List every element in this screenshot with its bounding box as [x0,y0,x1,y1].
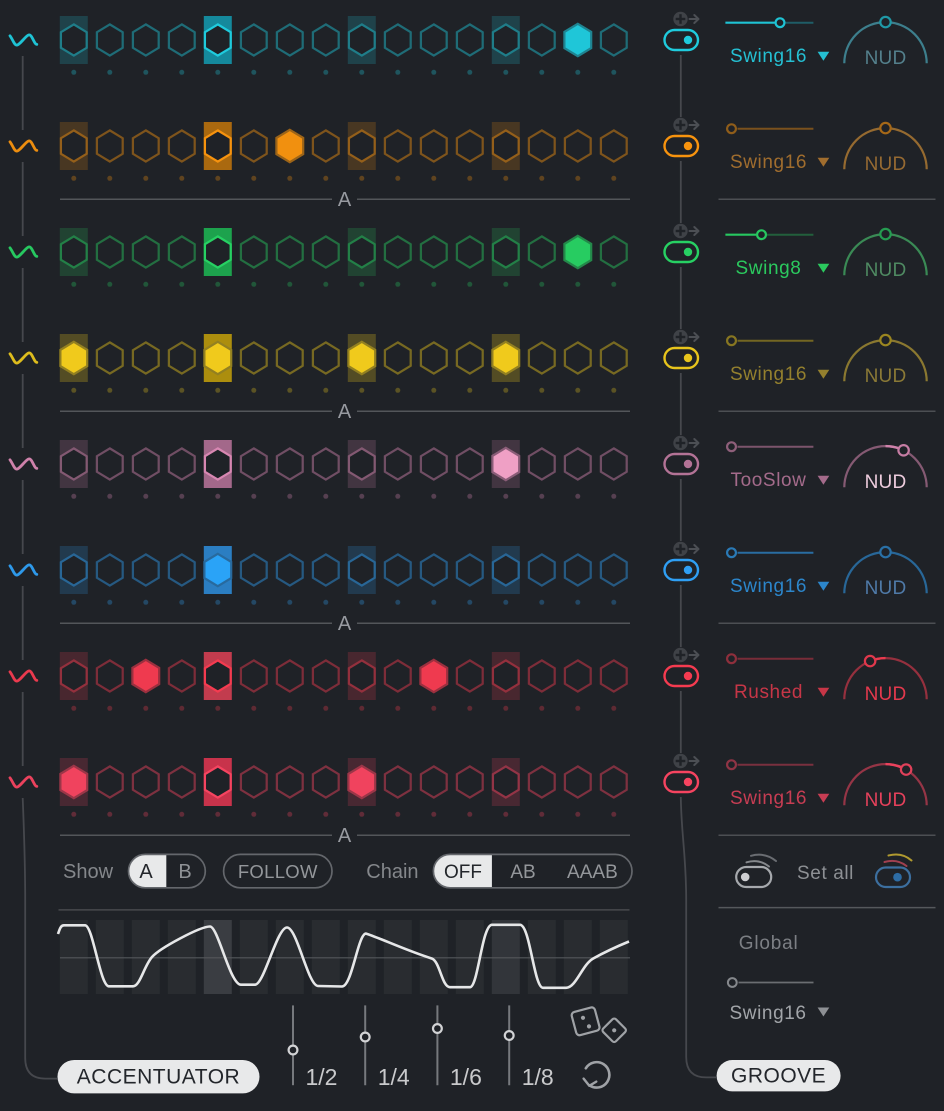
svg-text:NUD: NUD [865,684,907,705]
svg-text:AB: AB [510,862,535,883]
svg-text:NUD: NUD [865,154,907,175]
svg-text:GROOVE: GROOVE [731,1065,826,1088]
svg-text:FOLLOW: FOLLOW [238,861,318,882]
svg-text:Global: Global [739,933,799,954]
svg-text:NUD: NUD [865,48,907,69]
svg-text:NUD: NUD [865,790,907,811]
svg-text:Swing16: Swing16 [730,46,807,67]
svg-text:ACCENTUATOR: ACCENTUATOR [77,1066,240,1089]
svg-text:NUD: NUD [865,472,907,493]
svg-text:A: A [338,189,352,211]
svg-text:1/6: 1/6 [450,1064,482,1090]
svg-text:NUD: NUD [865,260,907,281]
svg-text:Set all: Set all [797,863,854,884]
svg-text:Chain: Chain [366,861,418,883]
svg-text:A: A [338,613,352,635]
svg-text:Swing16: Swing16 [730,152,807,173]
svg-text:1/2: 1/2 [306,1064,338,1090]
svg-text:Swing16: Swing16 [730,364,807,385]
svg-text:Swing8: Swing8 [736,258,802,279]
svg-text:NUD: NUD [865,366,907,387]
svg-text:Swing16: Swing16 [730,1003,807,1024]
svg-text:B: B [178,861,191,883]
svg-text:Rushed: Rushed [734,682,803,703]
svg-text:A: A [338,401,352,423]
svg-text:Show: Show [63,861,114,883]
svg-text:1/8: 1/8 [522,1064,554,1090]
svg-text:A: A [139,861,153,883]
svg-text:1/4: 1/4 [378,1064,410,1090]
svg-text:NUD: NUD [865,578,907,599]
svg-text:Swing16: Swing16 [730,788,807,809]
svg-text:AAAB: AAAB [567,862,618,883]
svg-text:Swing16: Swing16 [730,576,807,597]
svg-text:TooSlow: TooSlow [730,470,806,491]
svg-text:OFF: OFF [444,862,482,883]
svg-text:A: A [338,825,352,847]
